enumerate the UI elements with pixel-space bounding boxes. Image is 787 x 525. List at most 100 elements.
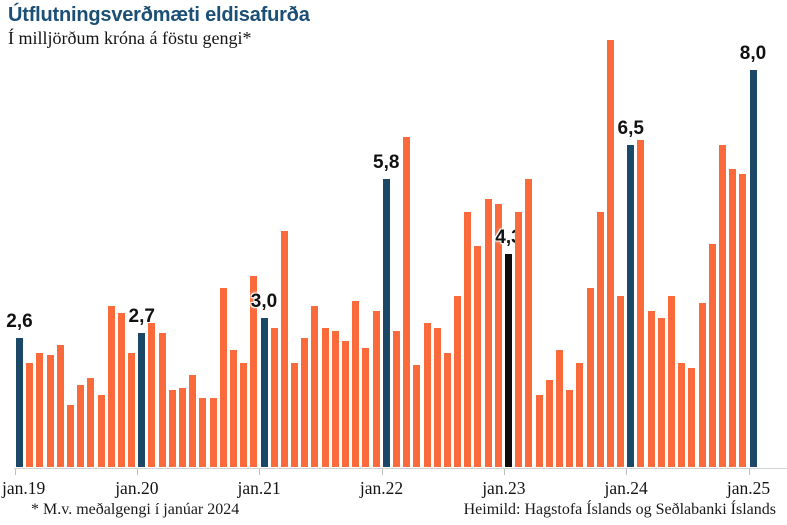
footnote: * M.v. meðalgengi í janúar 2024 [31, 501, 240, 518]
bar [97, 395, 105, 467]
bar [46, 355, 54, 467]
bar [117, 313, 125, 467]
bar [413, 365, 421, 467]
bar [484, 199, 492, 467]
highlighted-bar: 2,7 [129, 306, 155, 467]
bar [250, 276, 258, 467]
bar [301, 338, 309, 467]
bar [128, 353, 136, 467]
x-axis-tick [626, 469, 628, 475]
bar [708, 244, 716, 467]
bar [545, 380, 553, 467]
bar [392, 331, 400, 467]
bar [199, 398, 207, 467]
highlighted-bar: 2,6 [6, 311, 33, 467]
bar-value-label: 2,7 [128, 306, 155, 327]
bar [596, 212, 604, 467]
bar [494, 204, 502, 467]
bar [66, 405, 74, 467]
bar [372, 311, 380, 467]
chart-subtitle: Í milljörðum króna á föstu gengi* [8, 28, 252, 48]
bar [535, 395, 543, 467]
bar [718, 145, 726, 467]
chart-title: Útflutningsverðmæti eldisafurða [8, 4, 310, 26]
x-axis-tick [259, 469, 261, 475]
bar [148, 323, 156, 467]
x-axis-tick [136, 469, 138, 475]
bar [576, 363, 584, 467]
bar [637, 140, 645, 467]
bar-value-label: 5,8 [373, 152, 400, 173]
bar [423, 323, 431, 467]
bar [566, 390, 574, 467]
bar [698, 303, 706, 467]
bar [179, 388, 186, 467]
bar-value-label: 6,5 [617, 118, 644, 139]
bar [240, 363, 248, 467]
bar [342, 341, 349, 467]
bar [87, 378, 95, 467]
bar [668, 296, 675, 467]
bar [77, 385, 85, 467]
bar [647, 311, 655, 467]
bar [464, 212, 472, 467]
bar-plot-area: 2,6 2,7 3,0 5,8 4,3 6,5 8,0 [6, 37, 766, 467]
highlighted-bar: 6,5 [618, 118, 644, 467]
bar-value-label: 4,3 [495, 227, 522, 248]
bar [525, 179, 533, 467]
x-axis-tick-label: jan.20 [115, 478, 159, 498]
bar [168, 390, 176, 467]
x-axis-tick-label: jan.19 [2, 478, 46, 498]
bar [209, 398, 217, 467]
x-axis-tick-label: jan.24 [604, 478, 648, 498]
highlighted-bar: 4,3 [495, 227, 522, 467]
bar [56, 345, 64, 467]
bar [474, 246, 482, 467]
bar [729, 169, 737, 467]
highlighted-bar: 5,8 [373, 152, 399, 467]
bar [352, 301, 360, 467]
x-axis-tick [748, 469, 750, 475]
bar [433, 328, 441, 467]
bar [454, 296, 462, 467]
bar [688, 368, 696, 467]
bar [555, 350, 563, 467]
bar [107, 306, 115, 467]
bar [403, 137, 411, 467]
bar [678, 363, 686, 467]
bar [219, 288, 227, 467]
bar [362, 348, 370, 467]
bar [515, 212, 523, 467]
bar [657, 318, 665, 467]
bar [443, 353, 451, 467]
highlighted-bar: 3,0 [251, 291, 277, 467]
bar [331, 331, 339, 467]
x-axis-tick-label: jan.25 [726, 478, 771, 498]
x-axis-tick-label: jan.22 [359, 478, 404, 498]
x-axis-tick [14, 469, 16, 475]
bar [229, 350, 237, 467]
bar-value-label: 3,0 [250, 291, 278, 312]
bar [739, 174, 747, 467]
bar [291, 363, 299, 467]
x-axis-tick-label: jan.21 [237, 478, 281, 498]
bar [270, 328, 278, 467]
bar [158, 333, 166, 467]
x-axis-tick-label: jan.23 [482, 478, 526, 498]
bar [36, 353, 44, 467]
bar [586, 288, 594, 467]
x-axis-tick [381, 469, 383, 475]
bar-value-label: 2,6 [6, 311, 33, 332]
bar [617, 296, 625, 467]
highlighted-bar: 8,0 [740, 43, 766, 467]
bar [280, 231, 288, 467]
x-axis-tick [503, 469, 505, 475]
bar [311, 306, 319, 467]
bar [606, 40, 614, 467]
source-credit: Heimild: Hagstofa Íslands og Seðlabanki … [463, 501, 776, 518]
bar [321, 328, 329, 467]
bar-value-label: 8,0 [739, 43, 767, 64]
bar [26, 363, 34, 467]
x-axis-line [14, 468, 787, 469]
